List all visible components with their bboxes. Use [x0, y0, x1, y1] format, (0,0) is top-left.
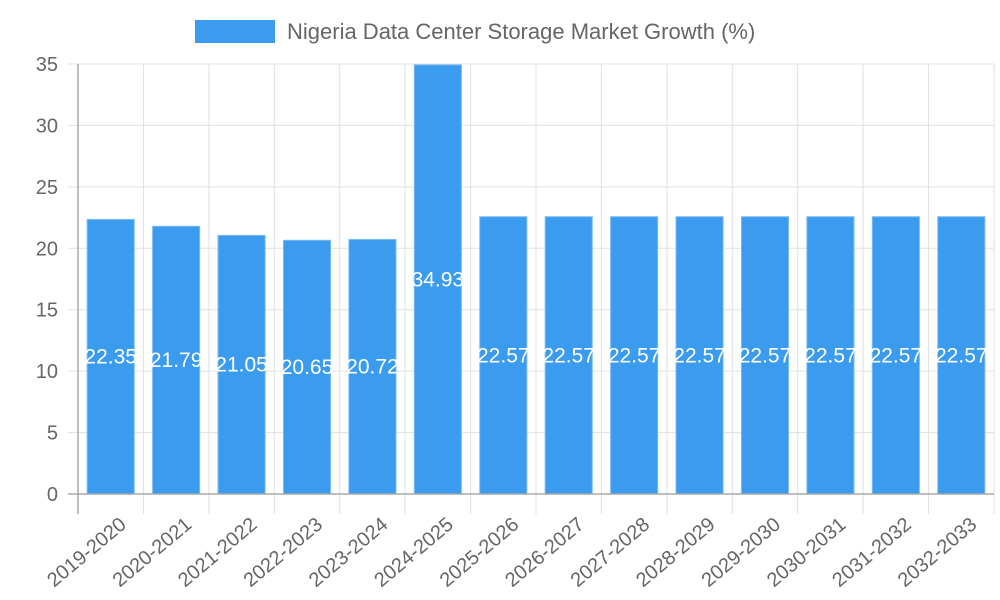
- bar-value-label: 21.79: [150, 349, 203, 372]
- y-tick-label: 0: [47, 484, 58, 506]
- bar-value-label: 20.65: [281, 356, 334, 379]
- y-tick-label: 15: [36, 300, 58, 322]
- legend-swatch[interactable]: [195, 20, 275, 43]
- bar-value-label: 20.72: [346, 356, 399, 379]
- gridlines: [77, 63, 995, 514]
- y-tick-label: 30: [36, 115, 58, 137]
- y-tick-label: 10: [36, 361, 58, 383]
- bar-value-label: 22.57: [739, 344, 792, 367]
- y-tick-label: 5: [47, 423, 58, 445]
- bar[interactable]: [86, 218, 135, 495]
- bar[interactable]: [152, 225, 201, 495]
- bar[interactable]: [806, 216, 855, 495]
- bar[interactable]: [740, 216, 790, 495]
- bar-value-label: 22.35: [84, 346, 137, 369]
- bar[interactable]: [479, 216, 528, 495]
- bars: 22.35 21.79 21.05 20.65 20.72 34.93 22.57 22.57…: [84, 64, 988, 495]
- x-axis: 2019-20202020-20212021-20222022-20232023…: [43, 493, 994, 592]
- bar[interactable]: [544, 216, 593, 495]
- bar[interactable]: [217, 234, 266, 495]
- bar-value-label: 22.57: [804, 344, 857, 367]
- bar[interactable]: [937, 216, 986, 495]
- y-tick-label: 20: [36, 238, 58, 260]
- y-axis: 0 5 10 15 20 25 30 35: [36, 54, 79, 514]
- bar-value-label: 22.57: [542, 344, 595, 367]
- bar-value-label: 22.57: [935, 344, 988, 367]
- bar-value-label: 21.05: [215, 354, 268, 377]
- bar-value-label: 22.57: [608, 344, 661, 367]
- bar[interactable]: [871, 216, 920, 495]
- bar-value-label: 34.93: [412, 268, 465, 291]
- bar-value-label: 22.57: [870, 344, 923, 367]
- y-tick-label: 25: [36, 177, 58, 199]
- bar[interactable]: [675, 216, 724, 495]
- bar[interactable]: [282, 239, 332, 495]
- legend[interactable]: Nigeria Data Center Storage Market Growt…: [195, 19, 755, 44]
- y-tick-label: 35: [36, 54, 58, 76]
- legend-label: Nigeria Data Center Storage Market Growt…: [287, 19, 755, 44]
- bar-value-label: 22.57: [673, 344, 726, 367]
- bar[interactable]: [413, 64, 462, 495]
- bar-value-label: 22.57: [477, 344, 530, 367]
